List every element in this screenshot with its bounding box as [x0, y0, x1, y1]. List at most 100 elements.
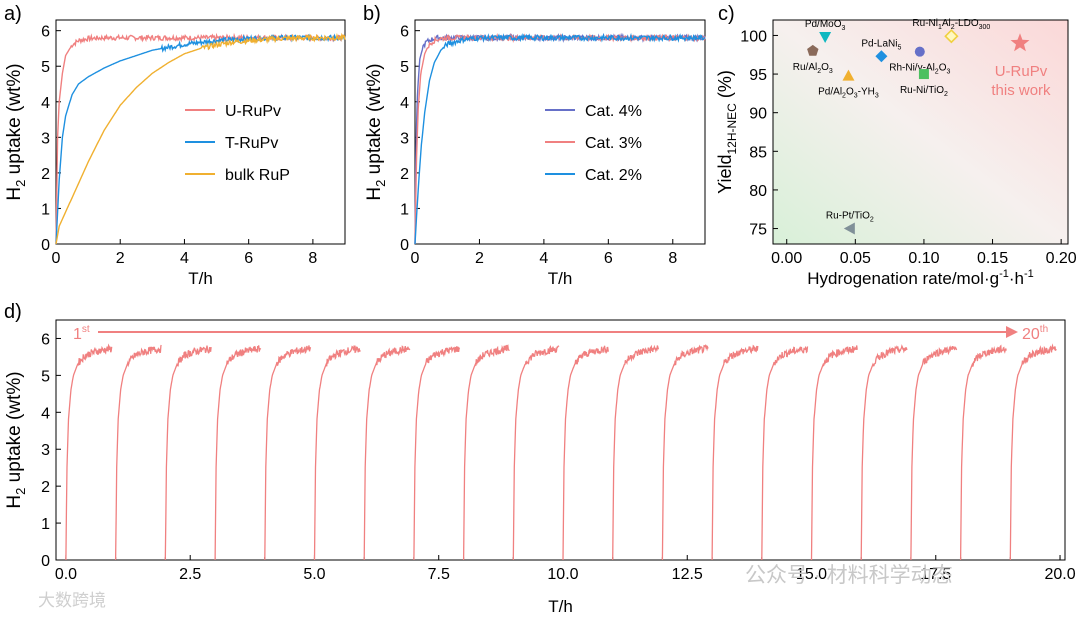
label-part: 2: [13, 180, 28, 187]
y-axis-label: H2 uptake (wt%): [364, 63, 388, 200]
label-part: H: [4, 187, 25, 201]
x-tick-label: 10.0: [547, 566, 578, 583]
y-tick-label: 5: [41, 368, 50, 385]
label-part: st: [82, 324, 90, 335]
label-part: 20: [1022, 326, 1040, 343]
x-tick-label: 6: [604, 250, 613, 267]
label-part: Al: [942, 18, 951, 29]
x-tick-label: 0.10: [908, 250, 939, 267]
label-part: H: [4, 495, 25, 509]
y-tick-label: 2: [41, 479, 50, 496]
label-part: (%): [715, 70, 735, 103]
label-part: ·h: [1009, 269, 1024, 288]
x-tick-label: 6: [244, 250, 253, 267]
legend-label: Cat. 2%: [585, 167, 642, 184]
label-part: 1: [938, 24, 942, 31]
watermark-left: 大数跨境: [38, 591, 106, 610]
panel-d: 0.0 2.5 5.0 7.5 10.0 12.5 15.0 17.5 20.0 0 1 2 3 4 5 6 T…: [4, 301, 1076, 616]
x-axis-label: T/h: [548, 597, 573, 616]
y-tick-label: 1: [400, 201, 409, 218]
x-tick-label: 4: [539, 250, 548, 267]
label-part: 2: [870, 217, 874, 224]
cycle-curve-13: [661, 343, 709, 561]
label-part: -1: [999, 268, 1009, 280]
x-tick-label: 2: [116, 250, 125, 267]
label-part: Pd-LaNi: [861, 38, 897, 49]
label-part: Yield: [715, 155, 735, 194]
scatter-point: [819, 31, 832, 43]
point-label: U-RuPv: [995, 63, 1048, 80]
label-part: Ru-Ni/TiO: [900, 85, 944, 96]
y-tick-label: 5: [41, 59, 50, 76]
watermark-right: 公众号 · 材料科学动态: [745, 564, 953, 587]
label-part: -YH: [858, 87, 875, 98]
x-tick-label: 8: [308, 250, 317, 267]
cycle-curve-6: [313, 345, 361, 561]
y-tick-label: 100: [740, 28, 767, 45]
label-part: -1: [1024, 268, 1034, 280]
x-tick-label: 0.20: [1046, 250, 1077, 267]
cycle-curve-1: [65, 343, 113, 561]
x-tick-label: 2: [475, 250, 484, 267]
point-label: Pd-LaNi5: [861, 38, 901, 51]
plot-background: [773, 20, 1068, 244]
label-part: Hydrogenation rate/mol·g: [807, 269, 999, 288]
panel-label: b): [363, 3, 381, 25]
cycle-curve-8: [413, 346, 461, 561]
y-tick-label: 4: [41, 405, 50, 422]
point-label: Ru/Al2O3: [793, 62, 833, 75]
label-part: -LDO: [955, 18, 979, 29]
scatter-point: [918, 69, 929, 80]
label-part: 2: [935, 69, 939, 76]
y-axis-label: H2 uptake (wt%): [4, 371, 28, 508]
label-part: 5: [898, 44, 902, 51]
x-axis-label: Hydrogenation rate/mol·g-1·h-1: [807, 268, 1034, 288]
legend-label: Cat. 3%: [585, 135, 642, 152]
point-label: Pd/MoO3: [805, 19, 846, 32]
point-label: this work: [991, 82, 1051, 99]
watermarks: 大数跨境 公众号 · 材料科学动态: [38, 564, 953, 610]
cycle-curve-17: [860, 344, 908, 561]
y-tick-label: 2: [41, 166, 50, 183]
label-part: 300: [979, 24, 991, 31]
y-tick-label: 2: [400, 166, 409, 183]
cycle-curve-5: [264, 345, 312, 561]
label-part: 2: [944, 91, 948, 98]
y-tick-label: 3: [400, 130, 409, 147]
label-part: Ru-Pt/TiO: [826, 211, 870, 222]
panel-label: a): [4, 3, 22, 25]
x-tick-label: 8: [668, 250, 677, 267]
scatter-point: [944, 29, 959, 44]
label-part: 3: [842, 25, 846, 32]
y-tick-label: 1: [41, 201, 50, 218]
x-tick-label: 15.0: [796, 566, 827, 583]
panel-label: d): [4, 301, 22, 323]
y-tick-label: 80: [749, 183, 767, 200]
x-tick-label: 4: [180, 250, 189, 267]
point-label: Ru-Pt/TiO2: [826, 211, 874, 224]
cycle-curve-20: [1009, 343, 1057, 561]
y-tick-label: 1: [41, 516, 50, 533]
x-tick-label: 2.5: [179, 566, 201, 583]
y-tick-label: 0: [41, 237, 50, 254]
label-part: 3: [875, 93, 879, 100]
label-part: Pd/MoO: [805, 19, 842, 30]
x-tick-label: 0.0: [55, 566, 77, 583]
y-tick-label: 75: [749, 222, 767, 239]
x-tick-label: 0: [52, 250, 61, 267]
label-part: uptake (wt%): [364, 63, 385, 179]
point-label: Rh-Ni/γ-Al2O3: [889, 63, 950, 76]
cycle-curve-18: [910, 345, 958, 561]
cycle-end-label: 20th: [1022, 324, 1048, 343]
legend-label: T-RuPv: [225, 135, 278, 152]
point-label: Ru-Ni/TiO2: [900, 85, 948, 98]
point-label: Ru-Ni1Al2-LDO300: [912, 18, 990, 31]
y-tick-label: 0: [400, 237, 409, 254]
label-part: 2: [842, 93, 846, 100]
cycle-curve-9: [462, 344, 510, 561]
y-axis-label: Yield12H-NEC (%): [715, 70, 739, 194]
label-part: Ru/Al: [793, 62, 817, 73]
